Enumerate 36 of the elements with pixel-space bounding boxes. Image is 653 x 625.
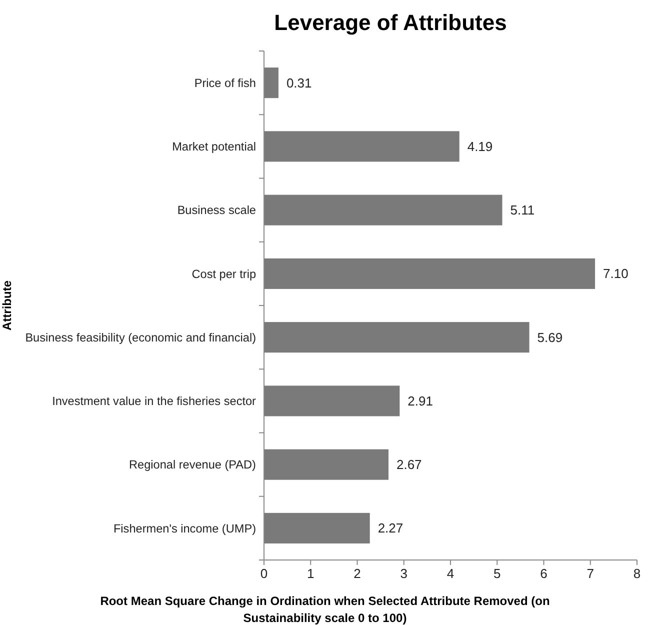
- data-label: 5.69: [537, 330, 563, 345]
- x-tick-label: 4: [446, 566, 454, 581]
- y-tick-label: Business feasibility (economic and financial): [25, 330, 256, 344]
- data-label: 2.27: [378, 520, 404, 536]
- x-tick-label: 5: [494, 566, 501, 581]
- x-tick-label: 2: [354, 566, 361, 581]
- bar: [264, 258, 596, 289]
- y-tick-label: Investment value in the fisheries sector: [52, 394, 256, 408]
- data-label: 2.67: [396, 457, 422, 472]
- x-tick-label: 0: [260, 566, 268, 581]
- y-tick-label: Market potential: [172, 140, 256, 154]
- y-tick-label: Business scale: [177, 203, 256, 218]
- y-tick-label: Price of fish: [194, 76, 256, 90]
- bar: [264, 68, 278, 98]
- data-label: 5.11: [510, 202, 535, 218]
- bar: [264, 512, 370, 544]
- x-tick-label: 7: [586, 566, 594, 581]
- bar: [264, 386, 400, 416]
- data-label: 7.10: [603, 266, 628, 282]
- data-label: 0.31: [286, 75, 312, 90]
- x-tick-label: 6: [540, 566, 548, 581]
- bar: [264, 131, 460, 162]
- x-tick-label: 8: [633, 566, 641, 581]
- bar: [264, 322, 530, 353]
- x-tick-label: 1: [307, 566, 314, 581]
- y-tick-label: Fishermen's income (UMP): [113, 521, 256, 536]
- data-label: 2.91: [408, 393, 433, 408]
- y-axis-title: Attribute: [0, 280, 14, 330]
- y-tick-label: Cost per trip: [192, 266, 256, 281]
- bar: [264, 194, 502, 226]
- bar: [264, 449, 388, 480]
- x-axis-title: Root Mean Square Change in Ordination when Selected Attribute Removed (on Sustainability scale 0 to 100): [100, 594, 550, 625]
- x-tick-label: 3: [400, 566, 408, 581]
- data-label: 4.19: [467, 138, 493, 154]
- chart-title: Leverage of Attributes: [274, 10, 507, 35]
- y-tick-label: Regional revenue (PAD): [129, 458, 256, 472]
